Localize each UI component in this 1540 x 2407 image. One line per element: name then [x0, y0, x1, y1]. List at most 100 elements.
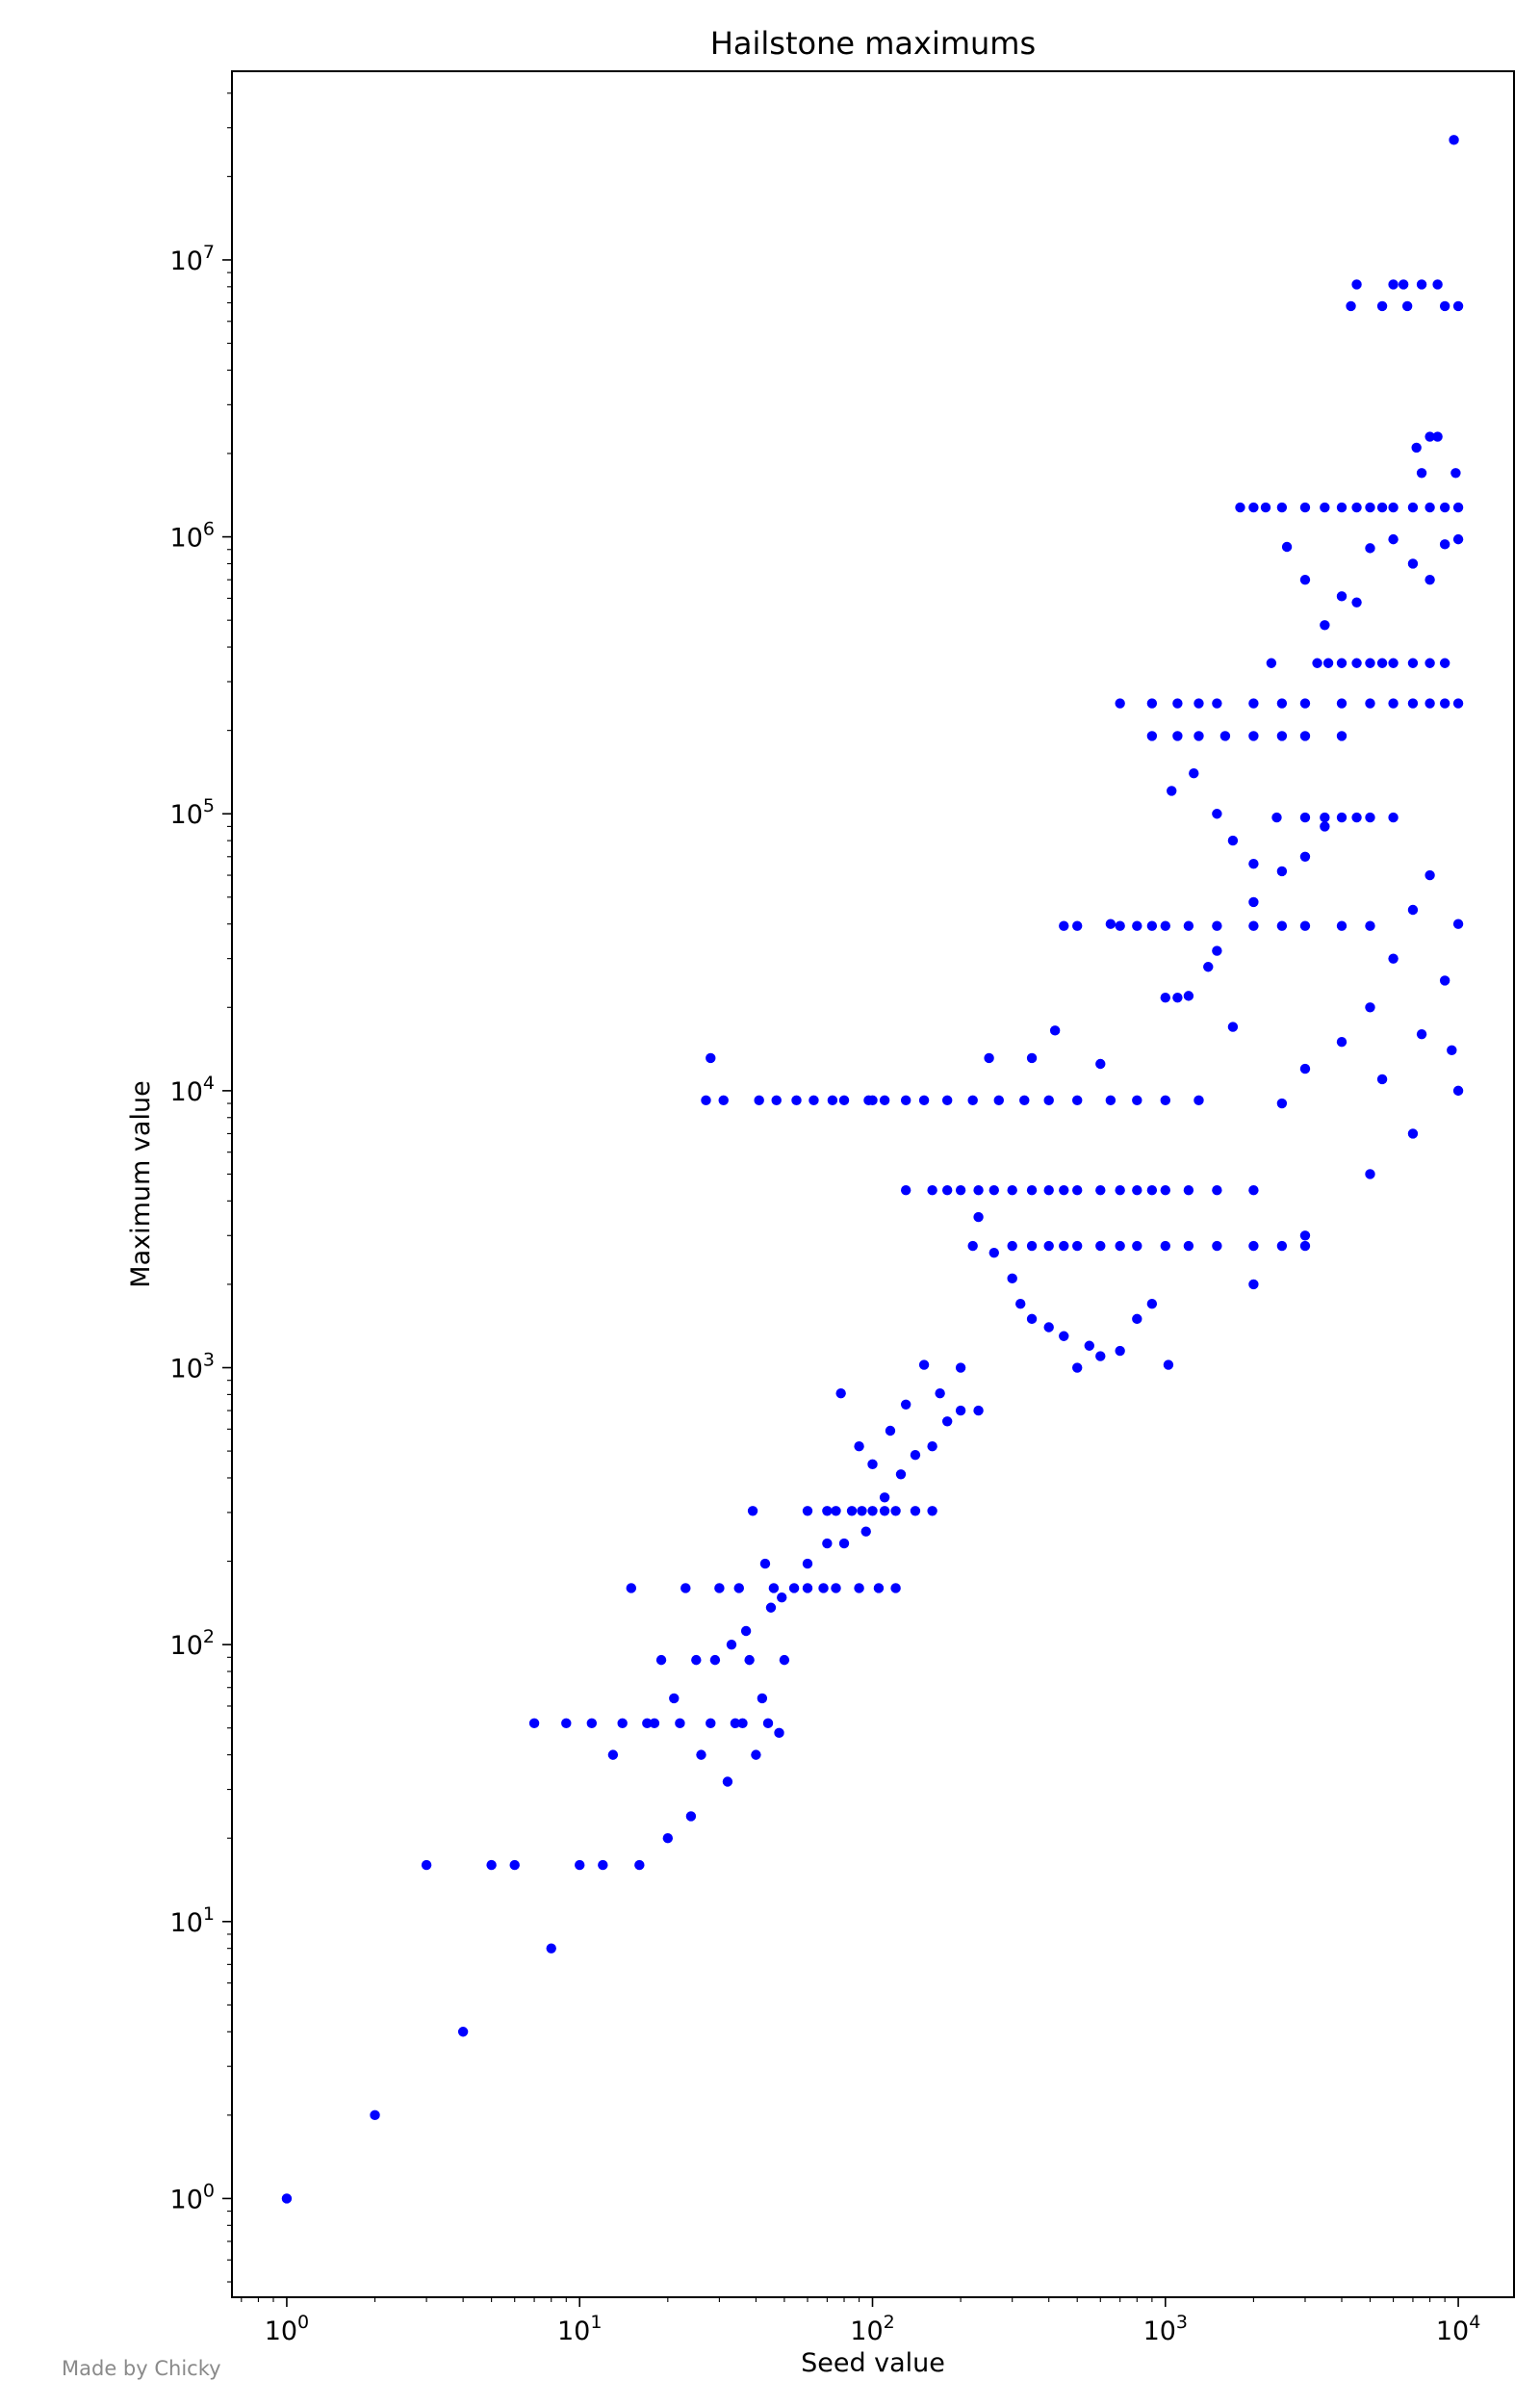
data-point	[1439, 975, 1450, 986]
data-point	[486, 1859, 497, 1871]
data-point	[1276, 502, 1288, 513]
data-point	[1183, 920, 1194, 931]
data-point	[788, 1583, 800, 1593]
data-point	[701, 1095, 711, 1106]
data-point	[1452, 533, 1464, 545]
data-point	[1299, 502, 1311, 513]
data-point	[941, 1095, 953, 1106]
data-point	[1132, 1095, 1142, 1106]
data-point	[1095, 1351, 1106, 1361]
x-tick-label: 101	[557, 2312, 602, 2346]
data-point	[586, 1718, 598, 1729]
x-axis-label: Seed value	[801, 2348, 945, 2378]
data-point	[831, 1506, 841, 1516]
data-point	[1416, 468, 1427, 479]
data-point	[802, 1558, 813, 1569]
data-point	[1320, 821, 1330, 832]
data-point	[1007, 1240, 1017, 1252]
data-point	[1132, 1240, 1142, 1252]
data-point	[1452, 300, 1464, 312]
data-point	[1059, 1185, 1069, 1196]
data-point	[1271, 812, 1282, 823]
y-tick-label: 101	[170, 1903, 215, 1938]
data-point	[973, 1405, 984, 1416]
data-points	[281, 135, 1464, 2204]
data-point	[751, 1749, 761, 1760]
data-point	[680, 1583, 691, 1593]
data-point	[900, 1095, 911, 1106]
data-point	[808, 1095, 819, 1106]
data-point	[1212, 945, 1222, 956]
data-point	[1095, 1058, 1106, 1070]
data-point	[1219, 731, 1231, 741]
data-point	[1336, 812, 1348, 823]
data-point	[822, 1538, 833, 1549]
data-point	[1452, 919, 1464, 929]
data-point	[1276, 1240, 1288, 1252]
data-point	[1115, 1240, 1125, 1252]
data-point	[1115, 1185, 1125, 1196]
data-point	[744, 1654, 755, 1666]
data-point	[1351, 279, 1362, 290]
data-point	[1322, 658, 1334, 668]
data-point	[1388, 698, 1399, 709]
data-point	[1146, 920, 1158, 931]
data-point	[831, 1583, 841, 1593]
data-point	[1015, 1299, 1026, 1309]
data-point	[854, 1583, 864, 1593]
data-point	[762, 1718, 774, 1729]
data-point	[747, 1506, 758, 1516]
data-point	[1336, 920, 1348, 931]
credit-text: Made by Chicky	[62, 2357, 221, 2380]
data-point	[561, 1718, 572, 1729]
data-point	[662, 1833, 674, 1844]
data-point	[1320, 502, 1330, 513]
data-point	[1160, 1240, 1171, 1252]
data-point	[617, 1718, 628, 1729]
data-point	[860, 1526, 871, 1537]
data-point	[281, 2193, 293, 2204]
data-point	[1212, 920, 1222, 931]
data-point	[846, 1506, 858, 1516]
data-point	[1248, 502, 1259, 513]
data-point	[1276, 866, 1288, 877]
data-point	[1248, 698, 1259, 709]
data-point	[1049, 1025, 1061, 1036]
data-point	[1299, 731, 1311, 741]
x-axis: 100 101 102 103 104	[241, 2297, 1480, 2346]
y-tick-label: 102	[170, 1626, 215, 1661]
data-point	[941, 1416, 953, 1427]
data-point	[1007, 1273, 1017, 1284]
data-point	[918, 1095, 930, 1106]
data-point	[669, 1693, 680, 1704]
data-point	[675, 1718, 685, 1729]
data-point	[879, 1095, 890, 1106]
data-point	[988, 1247, 999, 1258]
data-point	[1424, 502, 1435, 513]
data-point	[890, 1506, 901, 1516]
data-point	[730, 1718, 741, 1729]
data-point	[1336, 658, 1348, 668]
data-point	[733, 1583, 744, 1593]
data-point	[1439, 300, 1450, 312]
data-point	[1072, 1095, 1083, 1106]
data-point	[1398, 279, 1409, 290]
data-point	[1026, 1240, 1038, 1252]
data-point	[1276, 1098, 1288, 1109]
data-point	[927, 1441, 937, 1452]
data-point	[759, 1558, 771, 1569]
data-point	[1365, 543, 1375, 554]
data-point	[1416, 279, 1427, 290]
y-tick-label: 107	[170, 242, 215, 276]
x-tick-label: 100	[265, 2312, 309, 2346]
data-point	[1115, 920, 1125, 931]
data-point	[1439, 658, 1450, 668]
data-point	[1026, 1052, 1038, 1064]
data-point	[1365, 1002, 1375, 1013]
data-point	[973, 1211, 984, 1223]
data-point	[754, 1095, 764, 1106]
data-point	[1346, 300, 1356, 312]
data-point	[528, 1718, 540, 1729]
data-point	[993, 1095, 1004, 1106]
